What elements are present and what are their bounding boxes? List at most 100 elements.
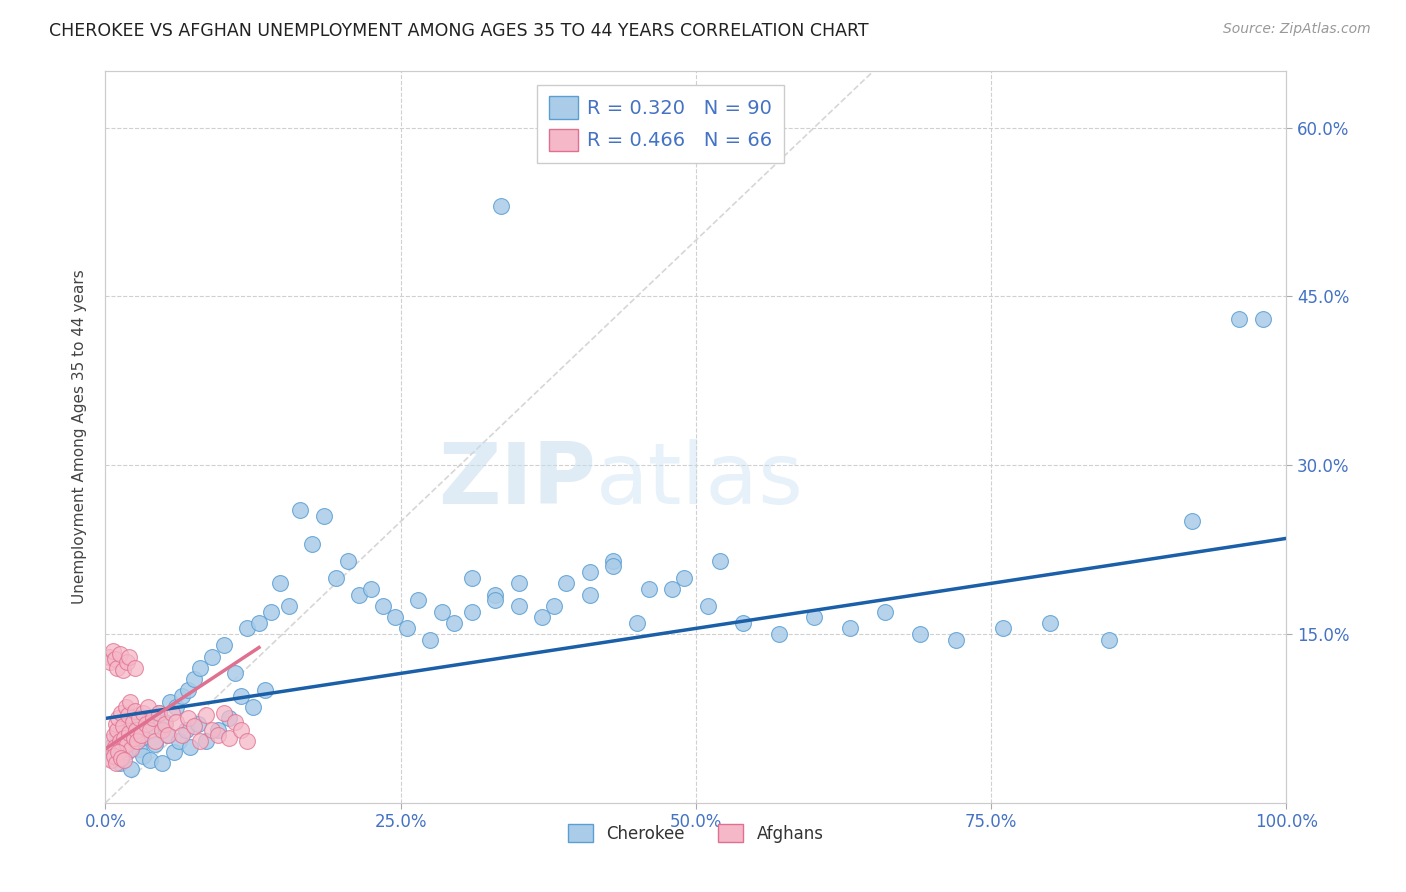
Point — [112, 734, 135, 748]
Point — [910, 627, 932, 641]
Point — [212, 638, 235, 652]
Point — [460, 605, 482, 619]
Point — [143, 737, 166, 751]
Point — [637, 582, 659, 596]
Point — [183, 672, 205, 686]
Point — [218, 711, 240, 725]
Point — [104, 652, 127, 666]
Point — [489, 199, 512, 213]
Y-axis label: Unemployment Among Ages 35 to 44 years: Unemployment Among Ages 35 to 44 years — [72, 269, 87, 605]
Point — [194, 708, 217, 723]
Point — [236, 621, 259, 635]
Point — [135, 717, 157, 731]
Point — [873, 605, 896, 619]
Point — [165, 714, 187, 729]
Point — [167, 734, 190, 748]
Point — [269, 576, 291, 591]
Point — [107, 711, 129, 725]
Point — [108, 647, 131, 661]
Point — [484, 588, 506, 602]
Point — [602, 554, 624, 568]
Point — [242, 700, 264, 714]
Point — [673, 571, 696, 585]
Point — [460, 571, 482, 585]
Point — [125, 723, 148, 737]
Point — [578, 565, 600, 579]
Point — [98, 751, 121, 765]
Point — [201, 649, 224, 664]
Point — [183, 719, 205, 733]
Point — [127, 734, 149, 748]
Point — [108, 734, 131, 748]
Point — [165, 700, 187, 714]
Point — [531, 610, 554, 624]
Point — [290, 503, 312, 517]
Point — [508, 599, 530, 613]
Point — [132, 706, 155, 720]
Point — [110, 751, 132, 765]
Point — [160, 706, 183, 720]
Point — [419, 632, 441, 647]
Point — [117, 708, 139, 723]
Point — [360, 582, 382, 596]
Point — [118, 717, 141, 731]
Point — [136, 700, 159, 714]
Point — [430, 605, 453, 619]
Point — [236, 734, 259, 748]
Point — [153, 714, 176, 729]
Point — [408, 593, 430, 607]
Point — [120, 741, 142, 756]
Point — [128, 741, 150, 756]
Point — [803, 610, 825, 624]
Point — [114, 700, 136, 714]
Point — [395, 621, 418, 635]
Point — [484, 593, 506, 607]
Point — [105, 756, 128, 771]
Point — [101, 745, 124, 759]
Point — [163, 745, 186, 759]
Point — [207, 723, 229, 737]
Point — [98, 649, 121, 664]
Point — [105, 728, 128, 742]
Point — [139, 723, 162, 737]
Point — [991, 621, 1014, 635]
Point — [1098, 632, 1121, 647]
Point — [253, 683, 276, 698]
Point — [312, 508, 335, 523]
Point — [1181, 515, 1204, 529]
Point — [733, 615, 755, 630]
Point — [118, 649, 141, 664]
Point — [124, 704, 146, 718]
Point — [159, 694, 181, 708]
Point — [101, 644, 124, 658]
Point — [260, 605, 283, 619]
Point — [156, 728, 179, 742]
Point — [103, 748, 125, 763]
Point — [135, 711, 157, 725]
Point — [115, 655, 138, 669]
Point — [384, 610, 406, 624]
Point — [578, 588, 600, 602]
Point — [325, 571, 347, 585]
Point — [103, 728, 125, 742]
Point — [555, 576, 578, 591]
Point — [224, 666, 246, 681]
Point — [172, 728, 194, 742]
Text: Source: ZipAtlas.com: Source: ZipAtlas.com — [1223, 22, 1371, 37]
Point — [188, 734, 211, 748]
Point — [107, 745, 129, 759]
Point — [105, 723, 128, 737]
Point — [150, 756, 173, 771]
Point — [696, 599, 718, 613]
Point — [543, 599, 565, 613]
Point — [108, 756, 131, 771]
Point — [177, 683, 200, 698]
Point — [172, 689, 194, 703]
Point — [661, 582, 683, 596]
Point — [112, 753, 135, 767]
Point — [153, 717, 176, 731]
Point — [207, 728, 229, 742]
Point — [188, 661, 211, 675]
Point — [100, 739, 122, 754]
Point — [179, 739, 201, 754]
